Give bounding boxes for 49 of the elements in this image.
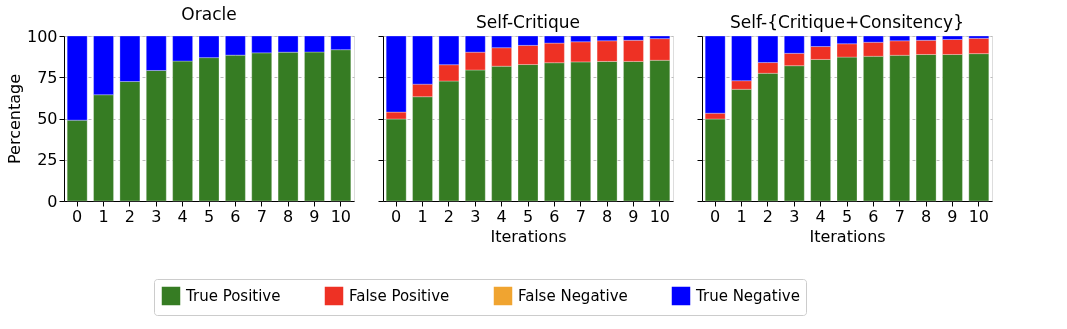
chart-title: Self-Critique [475,11,581,32]
x-tick-label: 9 [309,206,320,226]
x-tick-label: 0 [72,206,83,226]
x-tick-label: 2 [443,206,454,226]
y-tick-label: 50 [37,109,58,128]
x-tick-label: 7 [575,206,586,226]
x-tick-label: 1 [736,206,747,226]
x-tick-label: 1 [98,206,109,226]
x-tick-label: 7 [894,206,905,226]
x-tick-label: 9 [947,206,958,226]
y-tick-label: 100 [26,26,58,46]
x-tick-label: 4 [496,206,507,226]
x-tick-label: 10 [649,206,670,226]
x-tick-label: 2 [762,206,773,226]
x-axis-title: Iterations [809,226,886,246]
x-tick-label: 10 [330,206,351,226]
x-tick-label: 3 [789,206,800,226]
x-tick-label: 3 [151,206,162,226]
x-tick-label: 9 [628,206,639,226]
x-tick-label: 4 [177,206,188,226]
chart-title: Oracle [181,4,237,24]
bar [705,118,726,202]
legend-label: True Positive [185,287,281,305]
x-tick-label: 2 [124,206,135,226]
chart-title: Self-{Critique+Consitency} [730,11,964,32]
y-axis-title: Percentage [4,73,24,165]
x-axis-title: Iterations [490,226,567,246]
legend-label: False Negative [518,287,628,305]
x-tick-label: 8 [921,206,932,226]
x-tick-label: 6 [549,206,560,226]
legend-label: True Negative [695,287,800,305]
x-tick-label: 3 [470,206,481,226]
y-tick-label: 0 [47,191,58,211]
x-tick-label: 10 [968,206,989,226]
x-tick-label: 6 [230,206,241,226]
x-tick-label: 8 [602,206,613,226]
x-tick-label: 5 [522,206,534,226]
x-tick-label: 0 [391,206,402,226]
x-tick-label: 0 [710,206,721,226]
x-tick-label: 5 [203,206,215,226]
x-tick-label: 7 [256,206,267,226]
x-tick-label: 8 [283,206,294,226]
x-tick-label: 1 [417,206,428,226]
y-tick-label: 75 [37,67,58,87]
x-tick-label: 6 [868,206,879,226]
x-tick-label: 5 [841,206,853,226]
legend-label: False Positive [349,287,450,305]
y-tick-label: 25 [37,150,58,170]
x-tick-label: 4 [815,206,826,226]
